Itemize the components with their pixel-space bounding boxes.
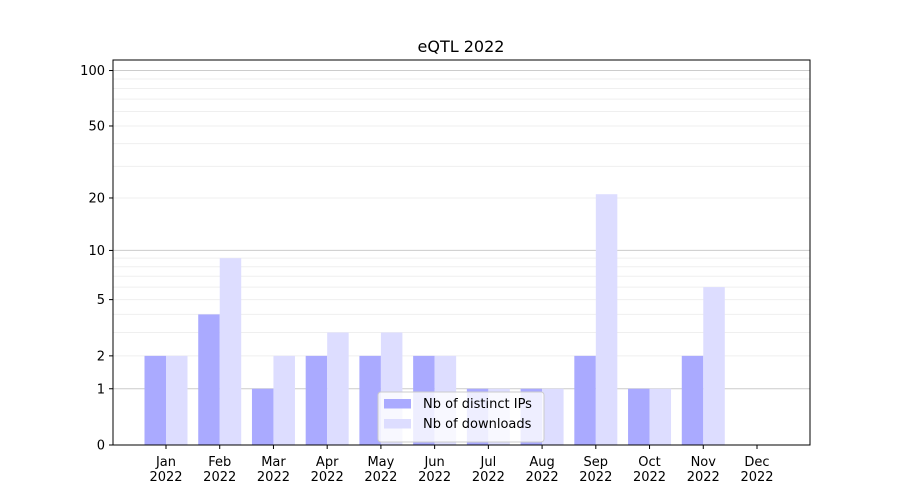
bar-downloads (166, 355, 188, 445)
bar-downloads (327, 332, 349, 445)
y-tick-label: 100 (80, 64, 105, 79)
x-tick-label: Feb 2022 (203, 455, 236, 485)
bar-downloads (219, 258, 242, 445)
bar-downloads (595, 194, 618, 445)
bar-downloads (542, 388, 564, 445)
bar-distinct-ips (359, 355, 381, 445)
bar-downloads (703, 287, 725, 445)
bar-distinct-ips (681, 355, 704, 445)
y-tick-label: 50 (88, 119, 105, 134)
x-tick-label: Apr 2022 (311, 455, 344, 485)
bar-downloads (649, 388, 672, 445)
y-tick-label: 5 (97, 293, 105, 308)
legend-box (377, 391, 545, 443)
y-tick-label: 20 (88, 191, 105, 206)
y-tick-label: 2 (97, 349, 105, 364)
x-tick-label: Oct 2022 (633, 455, 666, 485)
bar-distinct-ips (198, 314, 220, 445)
x-tick-label: Dec 2022 (740, 455, 773, 485)
x-tick-label: Mar 2022 (257, 455, 290, 485)
x-tick-label: Sep 2022 (579, 455, 612, 485)
legend-swatch (384, 399, 411, 409)
legend: Nb of distinct IPs Nb of downloads (377, 391, 545, 443)
y-tick-label: 1 (97, 382, 105, 397)
x-tick-label: Jun 2022 (418, 455, 451, 485)
x-tick-label: Aug 2022 (526, 455, 559, 485)
plot-frame (112, 59, 811, 446)
bar-distinct-ips (628, 388, 650, 445)
bar-distinct-ips (305, 355, 328, 445)
legend-label: Nb of downloads (423, 417, 532, 432)
x-tick-label: May 2022 (364, 455, 397, 485)
bar-distinct-ips (574, 355, 596, 445)
bar-distinct-ips (144, 355, 166, 445)
bar-distinct-ips (251, 388, 274, 445)
y-tick-label: 10 (88, 244, 105, 259)
bar-downloads (273, 355, 295, 445)
y-tick-label: 0 (97, 439, 105, 454)
legend-label: Nb of distinct IPs (423, 397, 532, 412)
x-tick-label: Nov 2022 (687, 455, 720, 485)
x-tick-label: Jul 2022 (472, 455, 505, 485)
chart-title: eQTL 2022 (418, 37, 505, 56)
x-tick-label: Jan 2022 (149, 455, 182, 485)
legend-swatch (384, 419, 411, 429)
